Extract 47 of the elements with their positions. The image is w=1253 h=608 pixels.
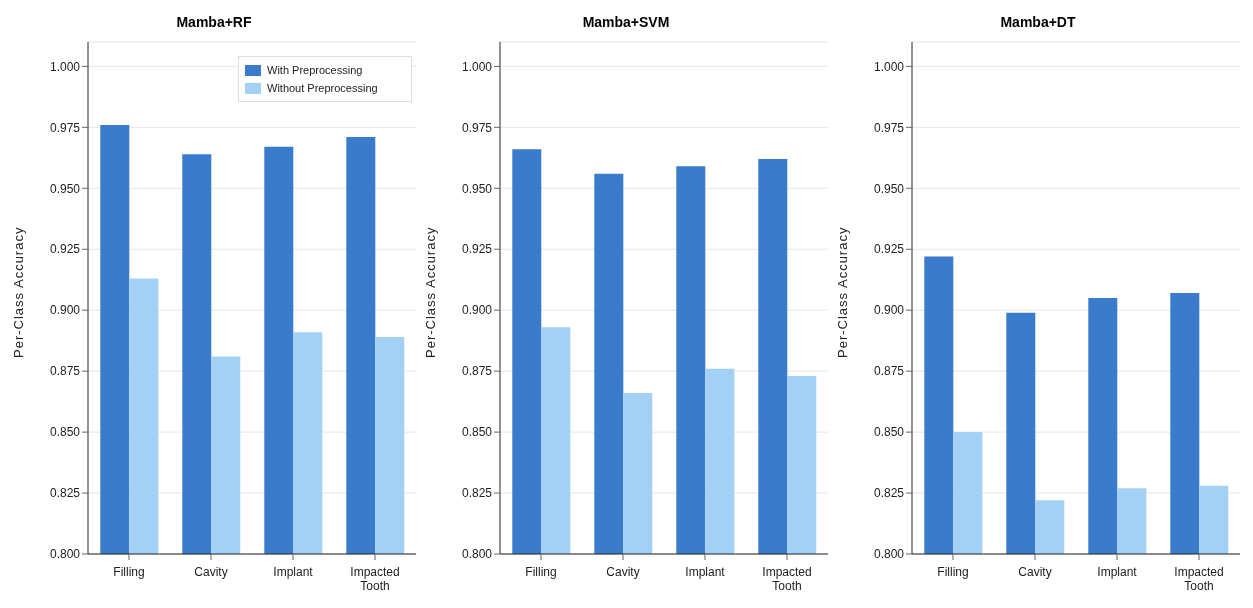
y-tick-label: 0.850: [873, 425, 905, 440]
y-axis-title: Per-Class Accuracy: [834, 226, 850, 358]
y-tick-label: 0.825: [873, 486, 905, 501]
x-tick-label: Impacted Tooth: [1174, 565, 1224, 593]
x-tick-label: Implant: [685, 565, 726, 579]
y-tick-label: 0.850: [49, 425, 81, 440]
y-tick-label: 1.000: [461, 59, 493, 74]
x-tick-label: Cavity: [1018, 565, 1052, 579]
y-tick-label: 0.875: [461, 364, 493, 379]
y-axis-title: Per-Class Accuracy: [422, 226, 438, 358]
x-tick-label: Filling: [113, 565, 145, 579]
legend-label: Without Preprocessing: [267, 81, 378, 96]
y-tick-label: 0.875: [873, 364, 905, 379]
chart-title: Mamba+DT: [999, 13, 1077, 32]
y-tick-label: 0.975: [461, 120, 493, 135]
y-tick-label: 0.975: [49, 120, 81, 135]
y-tick-label: 0.900: [461, 303, 493, 318]
y-tick-label: 1.000: [49, 59, 81, 74]
y-tick-label: 0.925: [49, 242, 81, 257]
y-tick-label: 1.000: [873, 59, 905, 74]
y-axis-title: Per-Class Accuracy: [10, 226, 26, 358]
chart-title: Mamba+SVM: [581, 13, 671, 32]
y-tick-label: 0.800: [873, 547, 905, 562]
y-tick-label: 0.800: [461, 547, 493, 562]
y-tick-label: 0.900: [873, 303, 905, 318]
y-tick-label: 0.900: [49, 303, 81, 318]
legend-label: With Preprocessing: [267, 63, 363, 78]
x-tick-label: Cavity: [606, 565, 640, 579]
x-tick-label: Filling: [937, 565, 969, 579]
x-tick-label: Impacted Tooth: [350, 565, 400, 593]
x-tick-label: Implant: [1097, 565, 1138, 579]
x-tick-label: Cavity: [194, 565, 228, 579]
x-tick-label: Implant: [273, 565, 314, 579]
y-tick-label: 0.800: [49, 547, 81, 562]
y-tick-label: 0.825: [461, 486, 493, 501]
y-tick-label: 0.925: [461, 242, 493, 257]
y-tick-label: 0.950: [873, 181, 905, 196]
x-tick-label: Filling: [525, 565, 557, 579]
x-tick-label: Impacted Tooth: [762, 565, 812, 593]
chart-title: Mamba+RF: [175, 13, 253, 32]
y-tick-label: 0.975: [873, 120, 905, 135]
y-tick-label: 0.850: [461, 425, 493, 440]
y-tick-label: 0.950: [461, 181, 493, 196]
y-tick-label: 0.925: [873, 242, 905, 257]
y-tick-label: 0.875: [49, 364, 81, 379]
y-tick-label: 0.950: [49, 181, 81, 196]
y-tick-label: 0.825: [49, 486, 81, 501]
